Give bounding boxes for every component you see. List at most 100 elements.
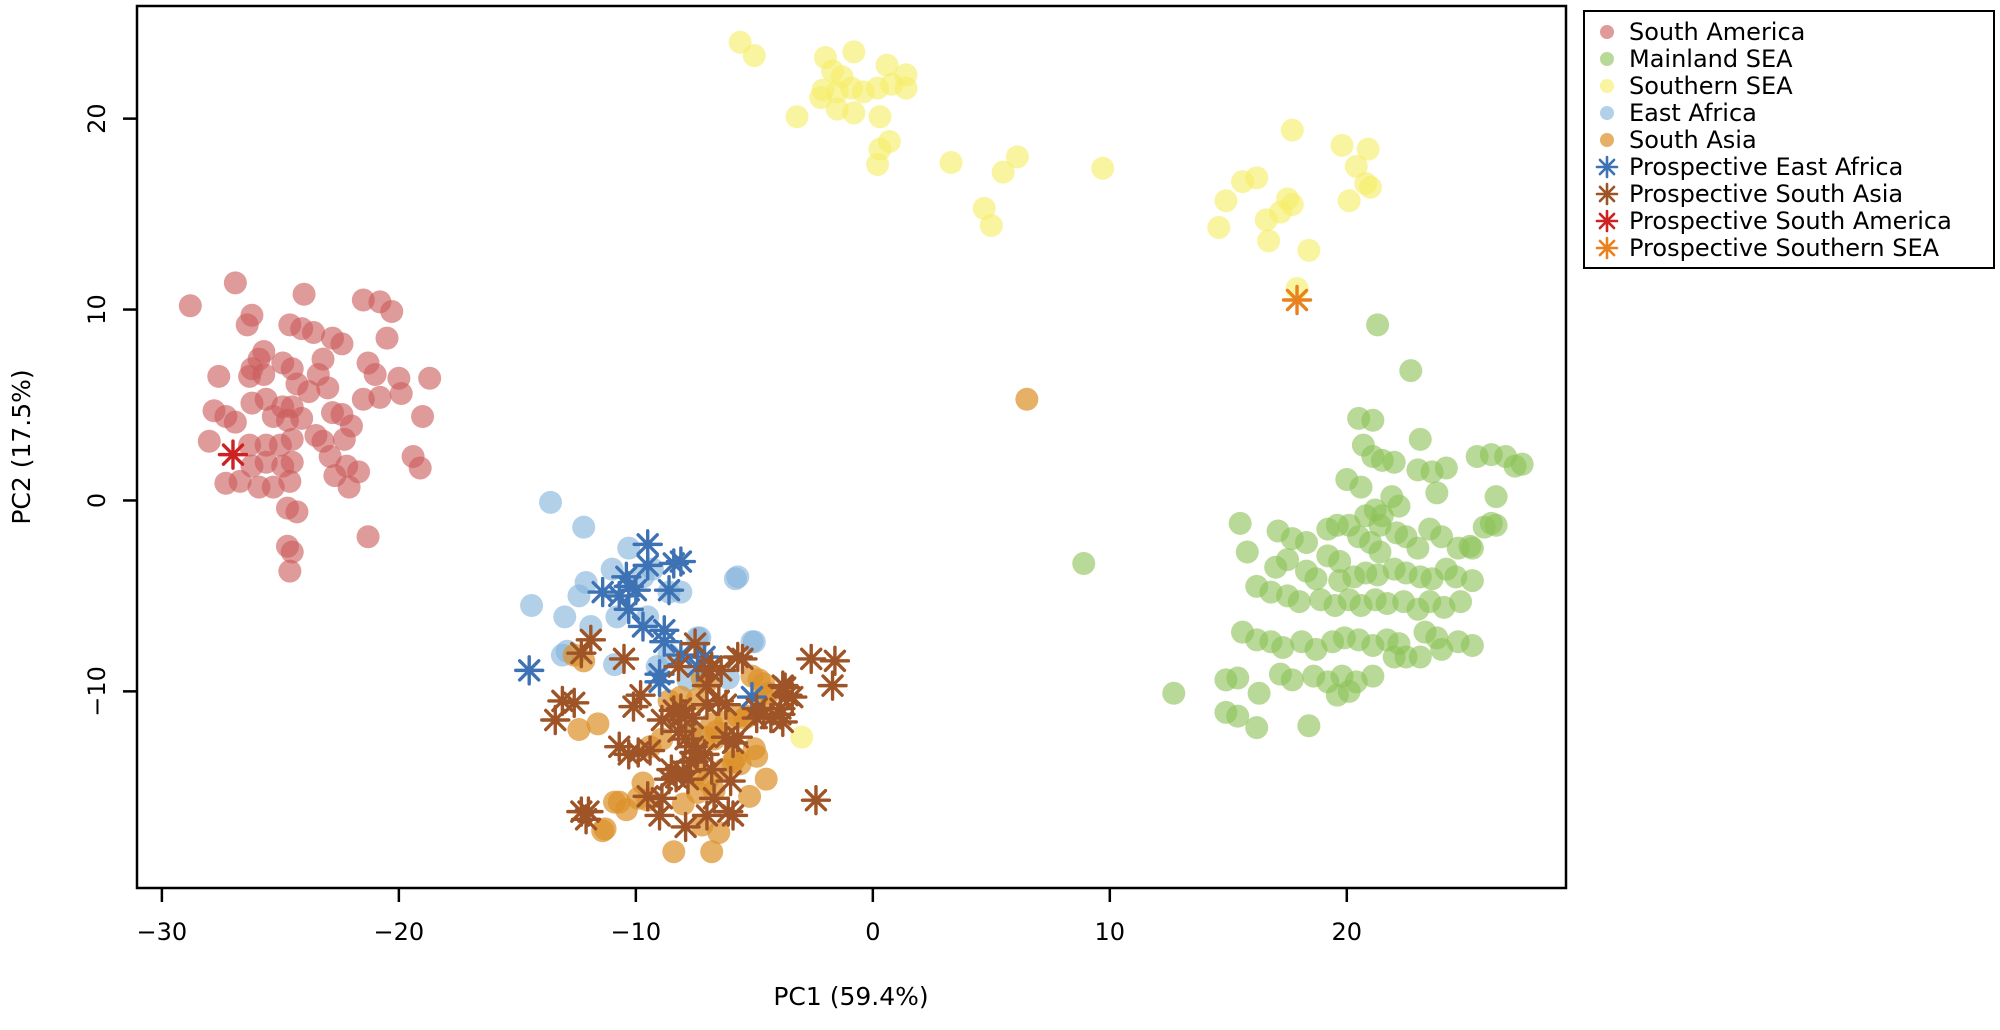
legend-label: Prospective South America — [1629, 206, 1952, 235]
data-point — [1072, 551, 1096, 575]
data-point — [646, 783, 678, 814]
data-point — [979, 214, 1003, 238]
data-point — [632, 529, 663, 560]
legend-dot-icon — [1585, 19, 1629, 45]
data-point — [1214, 189, 1238, 213]
data-point — [1408, 427, 1432, 451]
y-tick-label: 20 — [83, 103, 111, 134]
data-point — [1356, 137, 1380, 161]
data-point — [679, 628, 711, 659]
legend-label: East Africa — [1629, 98, 1757, 127]
x-axis-title: PC1 (59.4%) — [773, 982, 928, 1011]
data-point — [1460, 536, 1484, 560]
data-point — [644, 800, 675, 831]
data-point — [819, 645, 851, 677]
data-point — [665, 546, 697, 577]
data-point — [939, 151, 963, 175]
plot-border — [135, 4, 1568, 890]
data-point — [1361, 445, 1385, 469]
data-point — [337, 475, 361, 499]
data-point — [178, 294, 202, 318]
data-point — [1280, 118, 1304, 142]
data-point — [228, 469, 252, 493]
data-point — [866, 152, 890, 176]
data-point — [634, 735, 666, 766]
data-point — [1337, 189, 1361, 213]
data-point — [772, 679, 803, 711]
data-point — [605, 605, 629, 629]
data-point — [1247, 681, 1271, 705]
data-point — [302, 320, 326, 344]
data-point — [817, 670, 848, 701]
data-point — [875, 53, 899, 77]
data-point — [736, 681, 768, 713]
data-point — [868, 105, 892, 129]
data-point — [1361, 408, 1385, 432]
data-point — [653, 763, 685, 795]
data-point — [754, 767, 778, 791]
data-point — [1344, 154, 1368, 178]
data-point — [217, 439, 249, 470]
data-point — [632, 781, 663, 812]
data-point — [696, 651, 727, 682]
legend-label: South Asia — [1629, 125, 1757, 154]
data-point — [1460, 634, 1484, 658]
legend-dot-icon — [1585, 73, 1629, 99]
data-point — [972, 196, 996, 220]
data-point — [1484, 485, 1508, 509]
data-point — [790, 725, 814, 749]
data-point — [540, 704, 571, 736]
data-point — [767, 706, 798, 738]
data-point — [723, 567, 747, 591]
legend-item-prospective-southern-sea: Prospective Southern SEA — [1585, 233, 1993, 262]
data-point — [285, 500, 309, 524]
legend-label: Prospective South Asia — [1629, 179, 1904, 208]
legend-label: Prospective Southern SEA — [1629, 233, 1940, 262]
data-point — [665, 693, 697, 724]
data-point — [278, 559, 302, 583]
x-axis: −30 −20 −10 0 10 20 — [137, 888, 1362, 946]
data-point — [332, 427, 356, 451]
legend-dot-icon — [1585, 100, 1629, 126]
data-point — [572, 515, 596, 539]
data-point — [1349, 475, 1373, 499]
data-point — [408, 456, 432, 480]
y-axis: −10 0 10 20 — [83, 103, 137, 717]
legend-asterisk-icon — [1585, 154, 1629, 180]
data-point — [573, 796, 604, 827]
data-point — [280, 540, 304, 564]
data-point — [1361, 664, 1385, 688]
data-point — [670, 811, 701, 843]
legend-label: Southern SEA — [1629, 71, 1793, 100]
data-point — [1295, 530, 1319, 554]
data-point — [675, 746, 706, 778]
data-point — [368, 385, 392, 409]
legend-dot-icon — [1585, 127, 1629, 153]
data-point — [1226, 704, 1250, 728]
data-point — [1434, 456, 1458, 480]
y-tick-label: 0 — [83, 493, 111, 508]
data-point — [1330, 133, 1354, 157]
data-point — [1297, 238, 1321, 262]
series-prospective-south-america — [217, 439, 249, 470]
data-point — [894, 76, 918, 100]
data-point — [738, 784, 762, 808]
data-point — [1430, 525, 1454, 549]
data-point — [649, 626, 680, 657]
data-point — [514, 655, 545, 686]
data-point — [1162, 681, 1186, 705]
data-point — [710, 689, 742, 720]
data-point — [617, 536, 641, 560]
data-point — [330, 332, 354, 356]
data-point — [278, 469, 302, 493]
legend-item-prospective-south-asia: Prospective South Asia — [1585, 179, 1993, 208]
legend-box: South America Mainland SEA Southern SEA Eas… — [1583, 10, 1995, 269]
data-point — [722, 721, 753, 753]
series-mainland-sea — [1072, 313, 1534, 740]
legend-item-prospective-south-america: Prospective South America — [1585, 206, 1993, 235]
data-point — [1366, 313, 1390, 337]
data-point — [1408, 645, 1432, 669]
data-point — [1430, 637, 1454, 661]
